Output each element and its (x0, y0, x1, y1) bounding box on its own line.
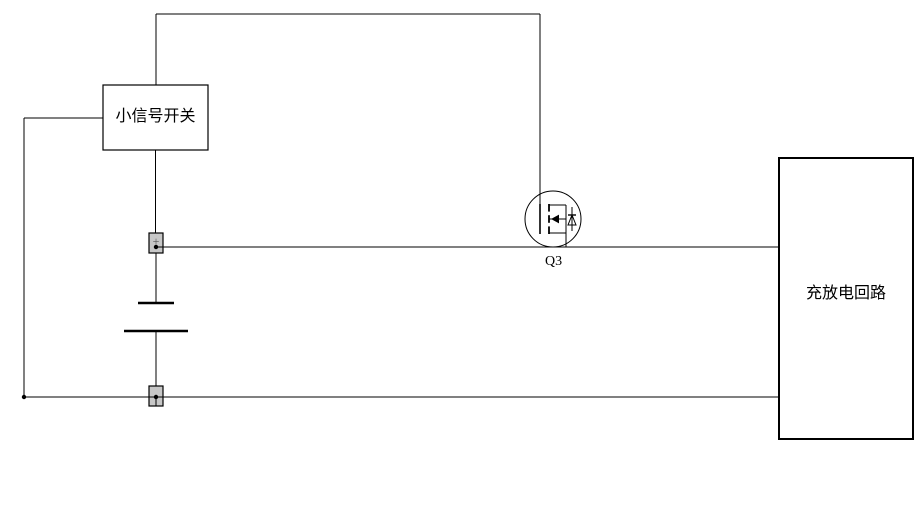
charge-discharge-loop-label: 充放电回路 (806, 284, 886, 302)
battery-symbol: +- (124, 233, 188, 406)
mosfet-q3: Q3 (525, 191, 581, 269)
small-signal-switch-label: 小信号开关 (115, 107, 195, 125)
mosfet-q3-label: Q3 (545, 254, 562, 269)
small-signal-switch-block: 小信号开关 (103, 85, 208, 150)
charge-discharge-loop-block: 充放电回路 (779, 158, 913, 439)
